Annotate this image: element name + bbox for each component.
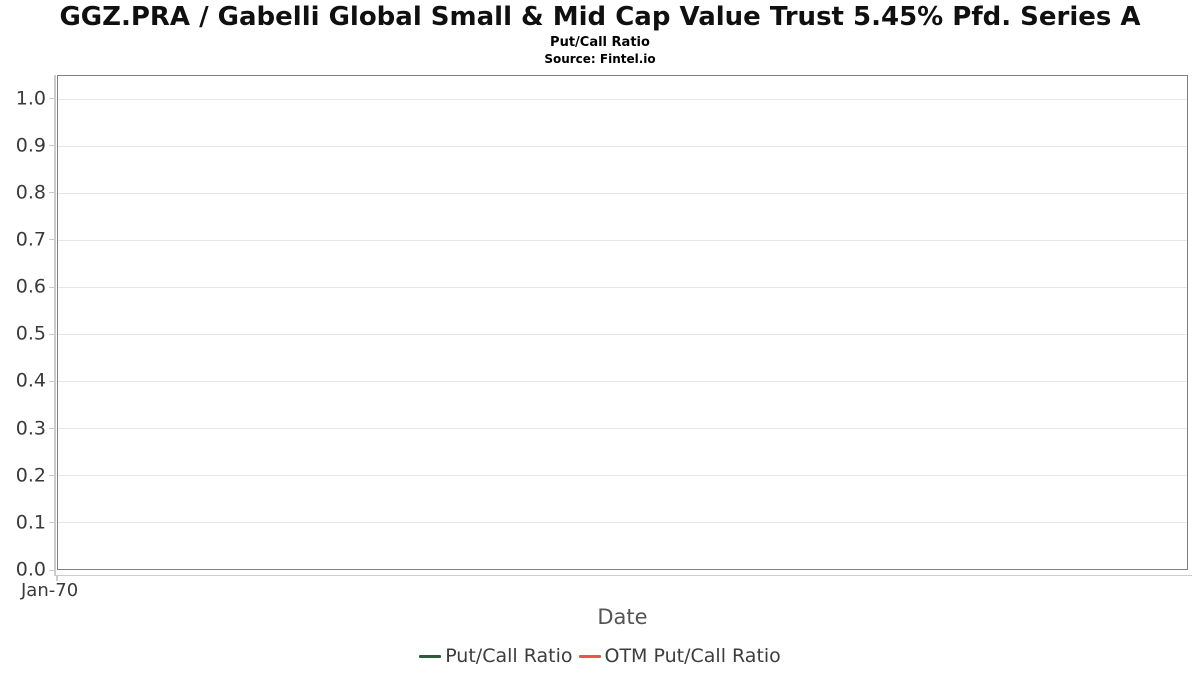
gridline [58, 145, 1187, 147]
y-axis-tick-label: 0.2 [15, 464, 46, 487]
gridline [58, 286, 1187, 288]
legend-item-otm-put-call-ratio[interactable]: OTM Put/Call Ratio [578, 645, 781, 667]
x-axis-tick [56, 576, 58, 581]
y-axis-tick [49, 239, 54, 241]
y-axis-line [54, 75, 56, 576]
gridline [58, 380, 1187, 382]
gridline [58, 239, 1187, 241]
legend-item-label: Put/Call Ratio [445, 645, 573, 667]
plot-area [57, 75, 1188, 570]
y-axis-tick [49, 98, 54, 100]
gridline [58, 192, 1187, 194]
y-axis-tick-label: 0.1 [15, 511, 46, 534]
legend: Put/Call Ratio OTM Put/Call Ratio [0, 645, 1200, 667]
y-axis-tick [49, 286, 54, 288]
y-axis-tick-label: 1.0 [15, 87, 46, 110]
gridline [58, 521, 1187, 523]
x-axis-tick-label: Jan-70 [21, 580, 79, 601]
y-axis-tick-label: 0.9 [15, 134, 46, 157]
chart-subtitle: Put/Call Ratio [550, 35, 650, 50]
y-axis-tick-label: 0.5 [15, 322, 46, 345]
y-axis-tick-label: 0.3 [15, 417, 46, 440]
y-axis-tick [49, 475, 54, 477]
y-axis-tick [49, 192, 54, 194]
gridline [58, 427, 1187, 429]
y-axis-tick-label: 0.4 [15, 369, 46, 392]
y-axis-tick-label: 0.0 [15, 558, 46, 581]
legend-item-put-call-ratio[interactable]: Put/Call Ratio [419, 645, 573, 667]
y-axis-tick-label: 0.6 [15, 275, 46, 298]
y-axis-tick-label: 0.7 [15, 228, 46, 251]
legend-item-label: OTM Put/Call Ratio [604, 645, 781, 667]
gridline [58, 474, 1187, 476]
y-axis-labels: 0.0 0.1 0.2 0.3 0.4 0.5 0.6 0.7 0.8 0.9 1.0 [0, 75, 46, 580]
y-axis-ticks [49, 75, 54, 571]
y-axis-tick [49, 333, 54, 335]
y-axis-tick [49, 569, 54, 571]
y-axis-tick [49, 380, 54, 382]
x-axis-title: Date [597, 605, 648, 629]
gridline [58, 98, 1187, 100]
y-axis-tick [49, 145, 54, 147]
y-axis-tick [49, 522, 54, 524]
x-axis-line [54, 574, 1192, 576]
chart-source-label: Source: Fintel.io [544, 52, 656, 66]
legend-line-icon [419, 654, 442, 658]
chart-title: GGZ.PRA / Gabelli Global Small & Mid Cap… [59, 2, 1141, 32]
gridline [58, 333, 1187, 335]
y-axis-tick-label: 0.8 [15, 181, 46, 204]
y-axis-tick [49, 428, 54, 430]
legend-line-icon [578, 654, 601, 658]
